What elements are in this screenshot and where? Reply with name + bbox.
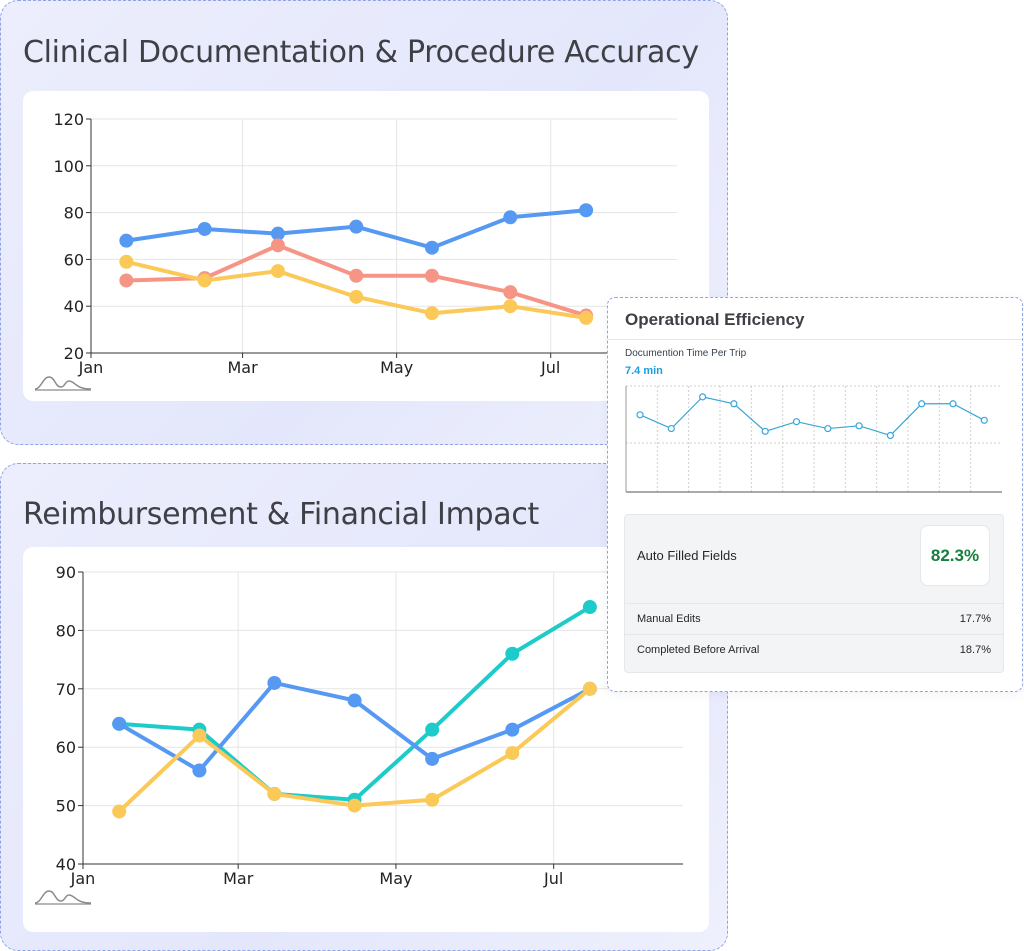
chart-library-logo-icon: [34, 890, 92, 905]
y-tick-label: 60: [56, 738, 76, 757]
y-tick-label: 20: [64, 344, 84, 363]
chart-library-logo-icon: [34, 376, 92, 391]
y-tick-label: 70: [56, 680, 76, 699]
x-tick-label: Jan: [70, 869, 96, 888]
data-point: [579, 310, 594, 325]
data-point: [503, 210, 518, 225]
data-point: [505, 746, 520, 761]
metric-label: Documention Time Per Trip: [625, 348, 747, 359]
x-tick-label: Mar: [223, 869, 254, 888]
y-tick-label: 90: [56, 563, 76, 582]
data-point: [267, 786, 282, 801]
documentation-time-sparkline: [625, 385, 1002, 493]
stat-value: 17.7%: [959, 613, 991, 625]
data-point: [505, 646, 520, 661]
divider: [608, 339, 1022, 340]
data-point: [347, 798, 362, 813]
y-tick-label: 80: [56, 621, 76, 640]
x-tick-label: Jul: [543, 869, 563, 888]
x-tick-label: May: [379, 869, 412, 888]
y-tick-label: 100: [53, 157, 84, 176]
data-point: [505, 722, 520, 737]
data-point: [503, 299, 518, 314]
stat-value: 18.7%: [959, 644, 991, 656]
reimbursement-panel: Reimbursement & Financial Impact 40 50 60 7…: [0, 463, 728, 951]
data-point: [582, 681, 597, 696]
data-point: [197, 273, 212, 288]
data-point: [424, 268, 439, 283]
data-point: [119, 254, 134, 269]
metric-value: 7.4 min: [625, 365, 663, 377]
stat-label: Manual Edits: [637, 613, 701, 625]
sparkline-point: [636, 411, 644, 419]
data-point: [112, 716, 127, 731]
y-tick-label: 50: [56, 797, 76, 816]
data-point: [349, 268, 364, 283]
y-tick-label: 120: [53, 110, 84, 129]
data-point: [424, 240, 439, 255]
reimbursement-line-chart: 40 50 60 70 80 90 Jan Mar May Jul: [56, 563, 683, 888]
data-point: [267, 675, 282, 690]
card-title: Operational Efficiency: [625, 310, 805, 329]
y-tick-label: 40: [56, 855, 76, 874]
stats-box: Auto Filled Fields 82.3% Manual Edits 17…: [624, 514, 1004, 673]
sparkline-point: [918, 400, 926, 408]
stat-label: Completed Before Arrival: [637, 644, 760, 656]
x-tick-label: Jan: [78, 358, 104, 377]
panel-title: Reimbursement & Financial Impact: [23, 497, 539, 532]
chart-card: 40 50 60 70 80 90 Jan Mar May Jul: [23, 547, 709, 932]
data-point: [424, 306, 439, 321]
data-point: [112, 804, 127, 819]
data-point: [192, 728, 207, 743]
sparkline-point: [949, 400, 957, 408]
data-point: [425, 792, 440, 807]
y-tick-label: 60: [64, 250, 84, 269]
sparkline-point: [698, 393, 707, 401]
data-point: [270, 238, 285, 253]
chart-card: 20 40 60 80 100 120 Jan Mar May Jul: [23, 91, 709, 401]
data-point: [192, 763, 207, 778]
clinical-accuracy-line-chart: 20 40 60 80 100 120 Jan Mar May Jul: [53, 110, 677, 377]
data-point: [503, 285, 518, 300]
sparkline-point: [824, 424, 832, 433]
data-point: [347, 693, 362, 708]
clinical-documentation-panel: Clinical Documentation & Procedure Accur…: [0, 0, 728, 445]
data-point: [425, 722, 440, 737]
data-point: [119, 233, 134, 248]
data-point: [582, 600, 597, 615]
sparkline-point: [730, 400, 738, 408]
auto-filled-value-badge: 82.3%: [920, 525, 990, 586]
panel-title: Clinical Documentation & Procedure Accur…: [23, 35, 699, 70]
sparkline-point: [886, 431, 894, 440]
data-point: [197, 221, 212, 236]
data-point: [270, 226, 285, 241]
sparkline-point: [855, 422, 863, 430]
data-point: [270, 264, 285, 279]
sparkline-line: [639, 396, 985, 437]
stat-row-manual-edits: Manual Edits 17.7%: [625, 603, 1003, 634]
data-point: [349, 289, 364, 304]
x-tick-label: May: [380, 358, 413, 377]
y-tick-label: 40: [64, 297, 84, 316]
data-point: [425, 751, 440, 766]
y-tick-label: 80: [64, 204, 84, 223]
sparkline-point: [792, 418, 801, 426]
auto-filled-label: Auto Filled Fields: [637, 548, 737, 563]
sparkline-point: [761, 427, 769, 435]
data-point: [349, 219, 364, 234]
sparkline-point: [980, 416, 988, 424]
data-point: [579, 203, 594, 218]
x-tick-label: Mar: [227, 358, 258, 377]
data-point: [119, 273, 134, 288]
stat-row-completed-before-arrival: Completed Before Arrival 18.7%: [625, 634, 1003, 665]
x-tick-label: Jul: [540, 358, 560, 377]
sparkline-point: [667, 424, 675, 433]
operational-efficiency-card: Operational Efficiency Documention Time …: [607, 297, 1023, 692]
